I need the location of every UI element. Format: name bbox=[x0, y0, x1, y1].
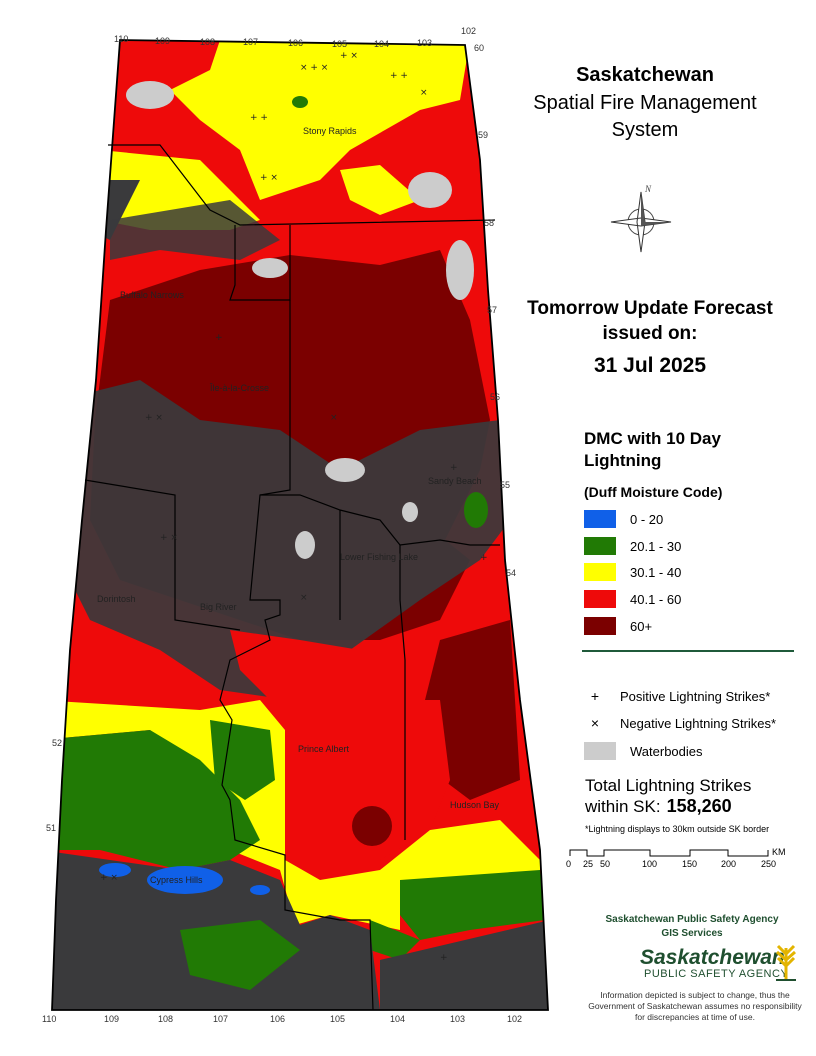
total-strikes-value: 158,260 bbox=[666, 796, 732, 816]
svg-text:×: × bbox=[420, 88, 428, 98]
scale-bar bbox=[569, 849, 769, 857]
lon-label-bottom: 105 bbox=[330, 1014, 345, 1024]
lon-label-bottom: 107 bbox=[213, 1014, 228, 1024]
lat-label: 56 bbox=[490, 392, 500, 402]
svg-text:×: × bbox=[330, 413, 338, 423]
system-title: Spatial Fire Management System bbox=[533, 92, 757, 141]
waterbody-swatch bbox=[584, 742, 616, 760]
lon-label-top: 110 bbox=[114, 34, 128, 44]
place-label: Prince Albert bbox=[298, 744, 350, 754]
legend-class-2: 30.1 - 40 bbox=[584, 563, 681, 581]
legend-class-4: 60+ bbox=[584, 617, 652, 635]
svg-text:+ ×: + × bbox=[100, 873, 118, 883]
agency-dept: GIS Services bbox=[661, 928, 723, 939]
svg-text:+ +: + + bbox=[390, 71, 408, 81]
lon-label-top: 105 bbox=[332, 39, 347, 49]
place-label: Buffalo Narrows bbox=[120, 290, 184, 300]
svg-text:+ +: + + bbox=[250, 113, 268, 123]
place-label: Dorintosh bbox=[97, 594, 136, 604]
legend-class-0: 0 - 20 bbox=[584, 510, 663, 528]
agency-logo: Saskatchewan bbox=[640, 946, 785, 969]
legend-swatch-maroon bbox=[584, 617, 616, 635]
svg-text:+: + bbox=[480, 553, 488, 563]
place-label: Lower Fishing Lake bbox=[340, 552, 418, 562]
legend-subtitle: (Duff Moisture Code) bbox=[584, 484, 723, 500]
svg-text:+: + bbox=[450, 463, 458, 473]
svg-text:×: × bbox=[300, 593, 308, 603]
wheat-logo-icon bbox=[776, 944, 796, 981]
disclaimer: Information depicted is subject to chang… bbox=[588, 990, 802, 1022]
svg-text:+ ×: + × bbox=[160, 533, 178, 543]
place-label: Sandy Beach bbox=[428, 476, 482, 486]
legend-negative-strikes: × Negative Lightning Strikes* bbox=[584, 715, 776, 731]
svg-text:+ ×: + × bbox=[260, 173, 278, 183]
svg-text:+: + bbox=[440, 953, 448, 963]
lat-label: 60 bbox=[474, 43, 484, 53]
place-label: Big River bbox=[200, 602, 237, 612]
lat-label: 52 bbox=[52, 738, 62, 748]
svg-text:+ ×: + × bbox=[340, 51, 358, 61]
dmc-layer bbox=[52, 40, 548, 1010]
lon-label-top: 106 bbox=[288, 38, 303, 48]
forecast-heading: Tomorrow Update Forecast issued on: bbox=[527, 298, 773, 344]
legend-divider bbox=[582, 650, 794, 652]
agency-logo-sub: PUBLIC SAFETY AGENCY bbox=[644, 968, 789, 980]
lon-label-top: 104 bbox=[374, 39, 389, 49]
legend-waterbodies: Waterbodies bbox=[584, 742, 703, 760]
legend-title: DMC with 10 Day Lightning bbox=[584, 429, 721, 470]
total-strikes: Total Lightning Strikes within SK: 158,26… bbox=[585, 775, 795, 817]
province-title: Saskatchewan bbox=[576, 64, 714, 86]
legend-class-3: 40.1 - 60 bbox=[584, 590, 681, 608]
total-strikes-label: Total Lightning Strikes within SK: bbox=[585, 776, 752, 816]
lon-label-top: 108 bbox=[200, 37, 215, 47]
lon-label-bottom: 109 bbox=[104, 1014, 119, 1024]
lon-label-top: 107 bbox=[243, 37, 258, 47]
legend-class-1: 20.1 - 30 bbox=[584, 537, 681, 555]
lon-label-top: 102 bbox=[461, 26, 476, 36]
scale-unit: KM bbox=[772, 847, 786, 857]
place-label: Île-à-la-Crosse bbox=[209, 383, 269, 393]
scale-labels: 0 25 50 100 150 200 250 bbox=[566, 859, 777, 869]
lat-label: 51 bbox=[46, 823, 56, 833]
lon-label-top: 103 bbox=[417, 38, 432, 48]
lat-label: 55 bbox=[500, 480, 510, 490]
lat-label: 59 bbox=[478, 130, 488, 140]
legend-swatch-red bbox=[584, 590, 616, 608]
legend-swatch-blue bbox=[584, 510, 616, 528]
place-label: Stony Rapids bbox=[303, 126, 357, 136]
svg-text:× + ×: × + × bbox=[300, 63, 328, 73]
svg-text:+ ×: + × bbox=[145, 413, 163, 423]
lon-label-bottom: 104 bbox=[390, 1014, 405, 1024]
lon-label-top: 109 bbox=[155, 36, 170, 46]
place-label: Cypress Hills bbox=[150, 875, 203, 885]
legend-positive-strikes: + Positive Lightning Strikes* bbox=[584, 688, 770, 704]
lightning-note: *Lightning displays to 30km outside SK b… bbox=[585, 824, 770, 834]
lat-label: 58 bbox=[484, 218, 494, 228]
legend-swatch-yellow bbox=[584, 563, 616, 581]
agency-name: Saskatchewan Public Safety Agency bbox=[605, 914, 779, 925]
lon-label-bottom: 102 bbox=[507, 1014, 522, 1024]
place-labels: Stony Rapids Buffalo Narrows Île-à-la-Cr… bbox=[97, 126, 500, 885]
lon-label-bottom: 106 bbox=[270, 1014, 285, 1024]
forecast-date: 31 Jul 2025 bbox=[593, 354, 707, 377]
agency-block: Saskatchewan Public Safety Agency GIS Se… bbox=[586, 913, 798, 941]
lat-label: 57 bbox=[487, 305, 497, 315]
compass-rose-icon: N bbox=[610, 184, 672, 253]
cross-icon: × bbox=[590, 715, 600, 731]
plus-icon: + bbox=[590, 688, 600, 704]
compass-north-label: N bbox=[644, 184, 652, 194]
lon-label-bottom: 108 bbox=[158, 1014, 173, 1024]
lon-label-bottom: 103 bbox=[450, 1014, 465, 1024]
svg-text:+: + bbox=[215, 333, 223, 343]
legend-swatch-green bbox=[584, 537, 616, 555]
place-label: Hudson Bay bbox=[450, 800, 500, 810]
lon-label-bottom: 110 bbox=[42, 1014, 56, 1024]
lat-label: 54 bbox=[506, 568, 516, 578]
